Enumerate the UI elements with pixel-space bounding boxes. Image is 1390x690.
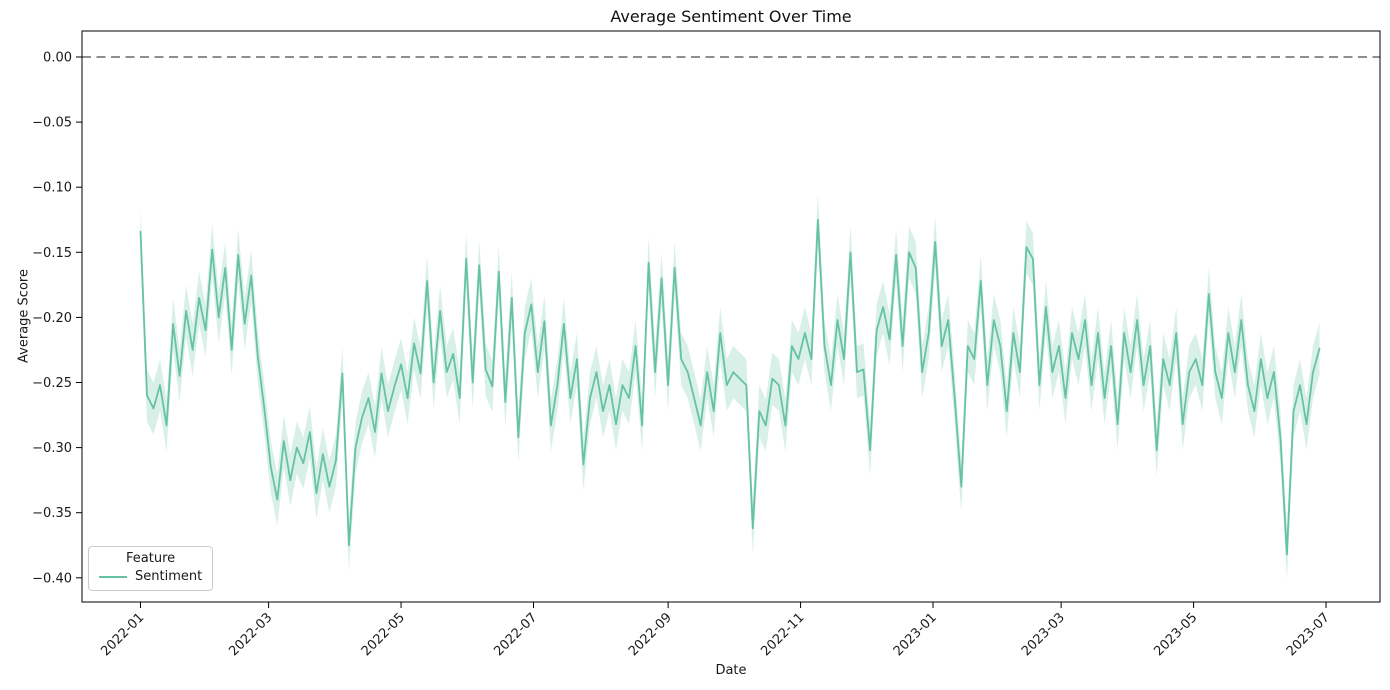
legend-entry-label: Sentiment (135, 569, 203, 584)
sentiment-line (139, 218, 1321, 556)
x-tick-label: 2022-05 (359, 610, 408, 659)
legend-title: Feature (126, 551, 176, 566)
chart-title: Average Sentiment Over Time (610, 7, 852, 26)
x-axis-label: Date (715, 663, 747, 678)
y-tick-label: −0.20 (32, 311, 72, 326)
legend: Feature Sentiment (88, 546, 214, 591)
y-tick-label: −0.30 (32, 441, 72, 456)
x-tick-label: 2022-03 (226, 610, 275, 659)
y-tick-label: −0.40 (32, 571, 72, 586)
legend-entry-sentiment: Sentiment (99, 569, 202, 584)
x-tick-label: 2022-11 (758, 610, 807, 659)
y-tick-label: −0.25 (32, 376, 72, 391)
x-tick-label: 2023-03 (1019, 610, 1068, 659)
legend-line-swatch (99, 575, 127, 578)
x-tick-label: 2022-09 (626, 610, 675, 659)
x-tick-label: 2023-07 (1284, 610, 1333, 659)
y-tick-label: −0.15 (32, 246, 72, 261)
confidence-band (140, 193, 1320, 581)
y-tick-label: −0.10 (32, 181, 72, 196)
y-tick-label: −0.35 (32, 506, 72, 521)
x-tick-label: 2022-07 (491, 610, 540, 659)
x-tick-label: 2022-01 (98, 610, 147, 659)
y-tick-label: 0.00 (43, 51, 72, 66)
y-axis-label: Average Score (16, 269, 32, 363)
x-tick-label: 2023-01 (891, 610, 940, 659)
y-tick-label: −0.05 (32, 116, 72, 131)
x-tick-label: 2023-05 (1151, 610, 1200, 659)
axes-frame (81, 30, 1381, 603)
